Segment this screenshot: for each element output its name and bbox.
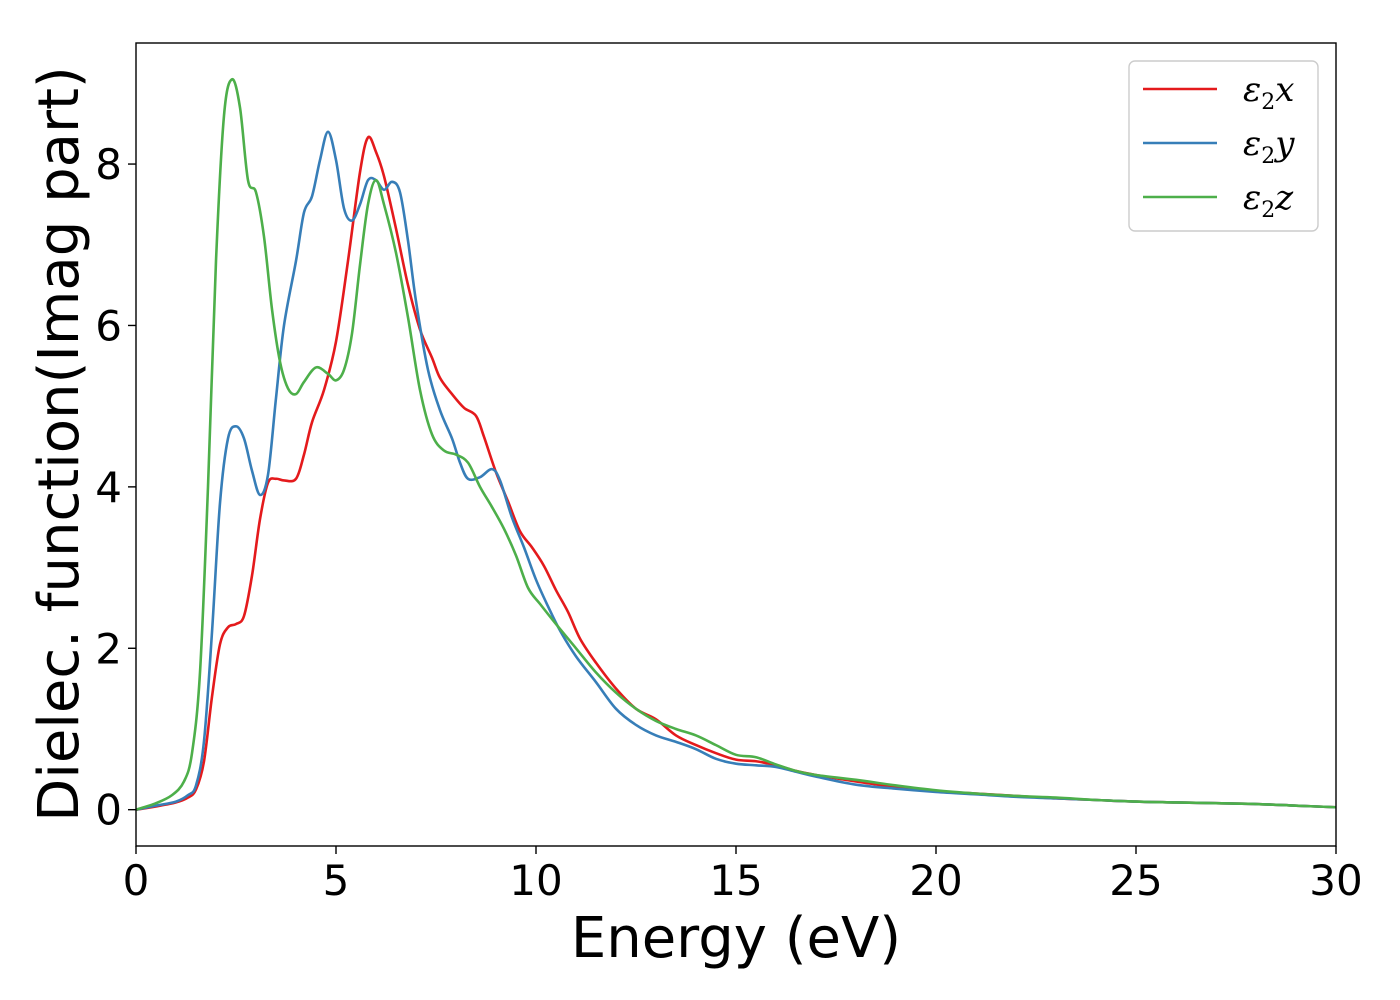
x-tick-label: 20 (909, 856, 962, 905)
series-line-y (136, 130, 1336, 811)
legend: ε2x ε2y ε2z (1128, 60, 1319, 232)
legend-label-z: ε2z (1243, 178, 1294, 223)
series-layer (136, 78, 1336, 811)
y-axis: 0 2 4 6 8 (95, 140, 136, 835)
y-tick-label: 2 (95, 624, 122, 673)
y-tick-label: 0 (95, 786, 122, 835)
x-axis: 0 5 10 15 20 25 30 (123, 846, 1363, 905)
y-tick-label: 8 (95, 140, 122, 189)
y-tick-label: 4 (95, 463, 122, 512)
y-tick-label: 6 (95, 301, 122, 350)
x-tick-label: 30 (1309, 856, 1362, 905)
x-tick-label: 5 (323, 856, 350, 905)
x-tick-label: 25 (1109, 856, 1162, 905)
series-line-z (136, 78, 1336, 811)
legend-label-x: ε2x (1243, 70, 1294, 115)
x-tick-label: 0 (123, 856, 150, 905)
series-line-x (136, 135, 1336, 811)
y-axis-label: Dielec. function(Imag part) (27, 66, 92, 822)
x-axis-label: Energy (eV) (571, 906, 901, 971)
x-tick-label: 10 (509, 856, 562, 905)
x-tick-label: 15 (709, 856, 762, 905)
legend-box (1128, 60, 1319, 232)
legend-label-y: ε2y (1243, 124, 1295, 169)
